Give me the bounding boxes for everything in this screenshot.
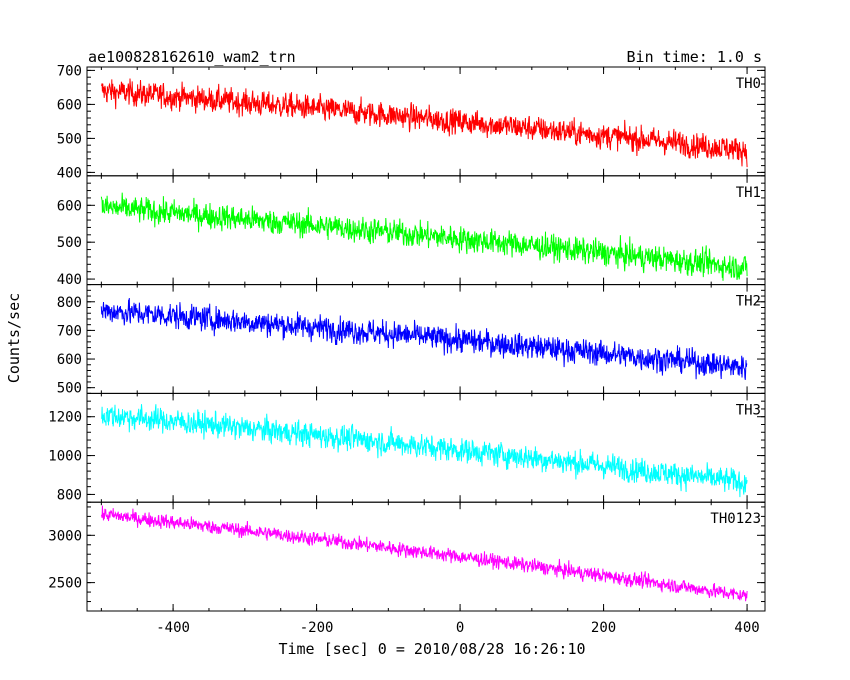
x-tick-label: 0 (456, 620, 464, 636)
y-tick-label: 1200 (48, 410, 82, 426)
y-tick-label: 2500 (48, 576, 82, 592)
x-axis-label: Time [sec] 0 = 2010/08/28 16:26:10 (278, 640, 585, 658)
x-tick-label: 400 (734, 620, 759, 636)
panel-th0123: 2500 3000 TH0123 (48, 501, 766, 612)
panel-th0: 400 500 600 700 TH0 (57, 63, 766, 181)
y-tick-label: 3000 (48, 528, 82, 544)
chart-title: ae100828162610_wam2_trn (88, 48, 296, 66)
series-line-th3 (100, 404, 748, 498)
series-line-th0 (100, 78, 748, 168)
panel-label: TH3 (736, 402, 761, 418)
series-line-th1 (100, 192, 748, 281)
y-tick-label: 600 (57, 97, 82, 113)
panel-th3: 800 1000 1200 TH3 (48, 392, 766, 503)
bin-time-label: Bin time: 1.0 s (627, 48, 762, 66)
series-line-th2 (100, 297, 748, 380)
y-tick-label: 1000 (48, 449, 82, 465)
y-tick-label: 700 (57, 63, 82, 79)
panel-frame (86, 501, 766, 612)
x-tick-label: 200 (591, 620, 616, 636)
series-line-th0123 (100, 505, 748, 602)
x-axis: -400 -200 0 200 400 (156, 620, 759, 636)
panel-label: TH2 (736, 294, 761, 310)
y-tick-label: 600 (57, 198, 82, 214)
panel-label: TH0123 (710, 511, 761, 527)
y-axis-label: Counts/sec (5, 293, 23, 383)
panel-th1: 400 500 600 TH1 (57, 175, 766, 288)
y-tick-label: 500 (57, 131, 82, 147)
y-tick-label: 600 (57, 352, 82, 368)
panel-frame (86, 175, 766, 286)
panels-group: 400 500 600 700 TH0 400 500 600 TH1 500 600 700 800 T… (48, 63, 766, 612)
panel-frame (86, 66, 766, 177)
y-tick-label: 700 (57, 323, 82, 339)
x-tick-label: -400 (156, 620, 190, 636)
x-tick-label: -200 (300, 620, 334, 636)
y-tick-label: 400 (57, 165, 82, 181)
y-tick-label: 800 (57, 487, 82, 503)
y-tick-label: 500 (57, 381, 82, 397)
panel-th2: 500 600 700 800 TH2 (57, 284, 766, 397)
y-tick-label: 500 (57, 235, 82, 251)
panel-label: TH0 (736, 76, 761, 92)
y-tick-label: 400 (57, 272, 82, 288)
panel-label: TH1 (736, 185, 761, 201)
y-tick-label: 800 (57, 295, 82, 311)
